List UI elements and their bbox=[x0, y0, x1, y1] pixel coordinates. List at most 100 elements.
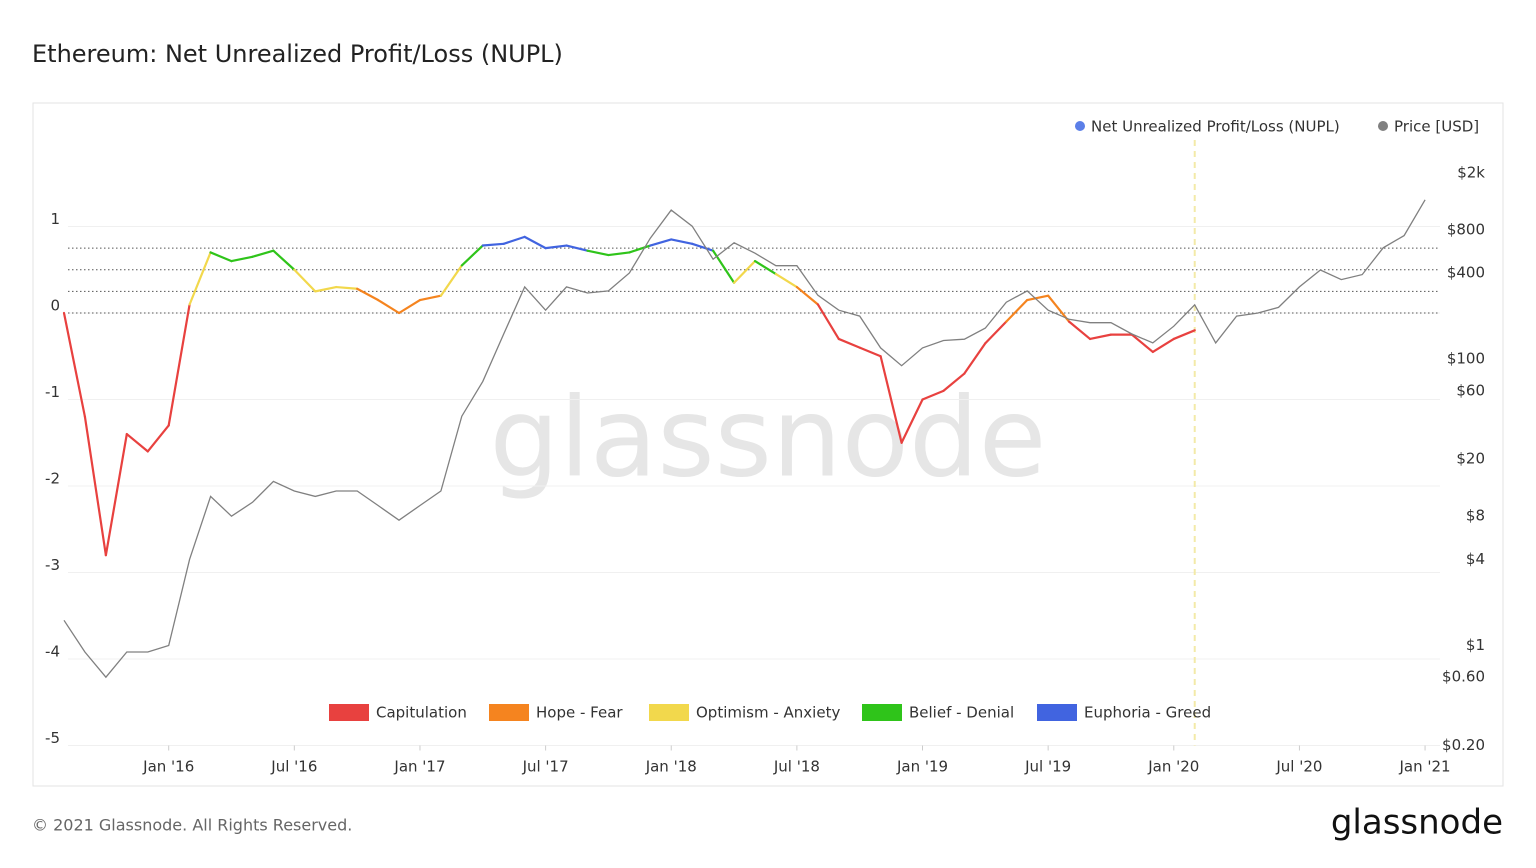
y2-tick-label: $0.60 bbox=[1442, 668, 1485, 686]
logo: glassnode bbox=[1331, 803, 1503, 843]
nupl-segment bbox=[544, 244, 568, 250]
nupl-segment bbox=[586, 249, 610, 257]
nupl-segment bbox=[523, 235, 547, 250]
zone-label: Euphoria - Greed bbox=[1084, 704, 1211, 722]
nupl-segment bbox=[1088, 333, 1113, 341]
nupl-segment bbox=[607, 251, 631, 257]
y2-tick-label: $800 bbox=[1447, 220, 1485, 238]
plot-frame bbox=[32, 102, 1504, 787]
x-tick-label: Jan '21 bbox=[1399, 758, 1451, 776]
nupl-segment bbox=[376, 298, 401, 315]
y-tick-label: -5 bbox=[45, 729, 60, 747]
nupl-segment bbox=[753, 260, 778, 276]
nupl-segment bbox=[921, 389, 945, 401]
x-tick-label: Jan '16 bbox=[142, 758, 194, 776]
zone-swatch bbox=[862, 704, 902, 721]
y2-tick-label: $4 bbox=[1466, 550, 1485, 568]
y2-tick-label: $8 bbox=[1466, 507, 1485, 525]
y-tick-label: 0 bbox=[50, 297, 60, 315]
nupl-segment bbox=[963, 342, 987, 375]
nupl-segment bbox=[795, 285, 819, 306]
nupl-segment bbox=[565, 244, 589, 252]
nupl-segment bbox=[146, 424, 170, 453]
y-tick-label: 1 bbox=[50, 210, 60, 228]
nupl-segment bbox=[83, 415, 107, 557]
nupl-segment bbox=[439, 264, 463, 297]
zone-label: Hope - Fear bbox=[536, 704, 623, 722]
nupl-segment bbox=[397, 298, 422, 315]
nupl-segment bbox=[188, 251, 212, 306]
x-tick-label: Jan '20 bbox=[1147, 758, 1199, 776]
nupl-segment bbox=[230, 255, 254, 263]
nupl-segment bbox=[356, 287, 380, 302]
y-tick-label: -2 bbox=[45, 470, 60, 488]
nupl-segment bbox=[481, 242, 505, 247]
nupl-segment bbox=[942, 372, 966, 392]
nupl-segment bbox=[858, 346, 882, 358]
nupl-segment bbox=[900, 398, 924, 444]
nupl-segment bbox=[167, 303, 191, 427]
y-tick-label: -3 bbox=[45, 556, 60, 574]
zone-swatch bbox=[329, 704, 369, 721]
nupl-segment bbox=[293, 268, 317, 293]
x-tick-label: Jan '19 bbox=[896, 758, 948, 776]
x-tick-label: Jul '20 bbox=[1275, 758, 1322, 776]
nupl-segment bbox=[691, 242, 715, 252]
legend-dot bbox=[1075, 121, 1085, 131]
legend-label: Price [USD] bbox=[1394, 118, 1479, 136]
price-line bbox=[63, 199, 1426, 679]
y2-tick-label: $60 bbox=[1456, 381, 1485, 399]
nupl-segment bbox=[104, 433, 128, 557]
nupl-segment bbox=[1130, 333, 1154, 354]
y2-tick-label: $2k bbox=[1457, 163, 1485, 181]
footer: © 2021 Glassnode. All Rights Reserved. bbox=[32, 816, 352, 835]
nupl-segment bbox=[837, 337, 861, 349]
nupl-segment bbox=[62, 311, 87, 418]
y2-tick-label: $0.20 bbox=[1442, 736, 1485, 754]
nupl-segment bbox=[816, 303, 840, 341]
x-tick-label: Jul '19 bbox=[1024, 758, 1071, 776]
chart-title: Ethereum: Net Unrealized Profit/Loss (NU… bbox=[32, 40, 563, 68]
nupl-segment bbox=[251, 249, 275, 258]
nupl-segment bbox=[1151, 337, 1175, 354]
y2-tick-label: $400 bbox=[1447, 264, 1485, 282]
nupl-segment bbox=[460, 244, 484, 267]
x-tick-label: Jan '18 bbox=[645, 758, 697, 776]
nupl-segment bbox=[879, 355, 903, 444]
x-tick-label: Jul '17 bbox=[522, 758, 569, 776]
watermark: glassnode bbox=[490, 373, 1047, 501]
nupl-segment bbox=[209, 251, 233, 263]
nupl-segment bbox=[628, 244, 652, 254]
y-tick-label: -4 bbox=[45, 643, 60, 661]
nupl-segment bbox=[418, 294, 443, 302]
nupl-segment bbox=[1172, 329, 1196, 341]
nupl-segment bbox=[649, 238, 673, 247]
zone-label: Capitulation bbox=[376, 704, 467, 722]
x-tick-label: Jul '18 bbox=[773, 758, 820, 776]
y2-tick-label: $1 bbox=[1466, 636, 1485, 654]
nupl-segment bbox=[502, 235, 526, 245]
y-tick-label: -1 bbox=[45, 383, 60, 401]
x-tick-label: Jan '17 bbox=[393, 758, 445, 776]
nupl-segment bbox=[984, 320, 1008, 345]
y2-tick-label: $20 bbox=[1456, 450, 1485, 468]
nupl-segment bbox=[125, 433, 149, 453]
y2-tick-label: $100 bbox=[1447, 350, 1485, 368]
zone-swatch bbox=[489, 704, 529, 721]
x-tick-label: Jul '16 bbox=[270, 758, 317, 776]
nupl-segment bbox=[774, 272, 798, 289]
nupl-segment bbox=[1067, 320, 1092, 341]
zone-swatch bbox=[649, 704, 689, 721]
zone-label: Belief - Denial bbox=[909, 704, 1014, 722]
legend-label: Net Unrealized Profit/Loss (NUPL) bbox=[1091, 118, 1340, 136]
nupl-segment bbox=[1026, 294, 1050, 302]
nupl-segment bbox=[712, 249, 736, 284]
nupl-segment bbox=[314, 285, 338, 293]
nupl-segment bbox=[272, 249, 296, 271]
zone-label: Optimism - Anxiety bbox=[696, 704, 840, 722]
legend-dot bbox=[1378, 121, 1388, 131]
nupl-segment bbox=[335, 285, 359, 290]
nupl-segment bbox=[670, 238, 694, 245]
nupl-segment bbox=[732, 260, 757, 284]
